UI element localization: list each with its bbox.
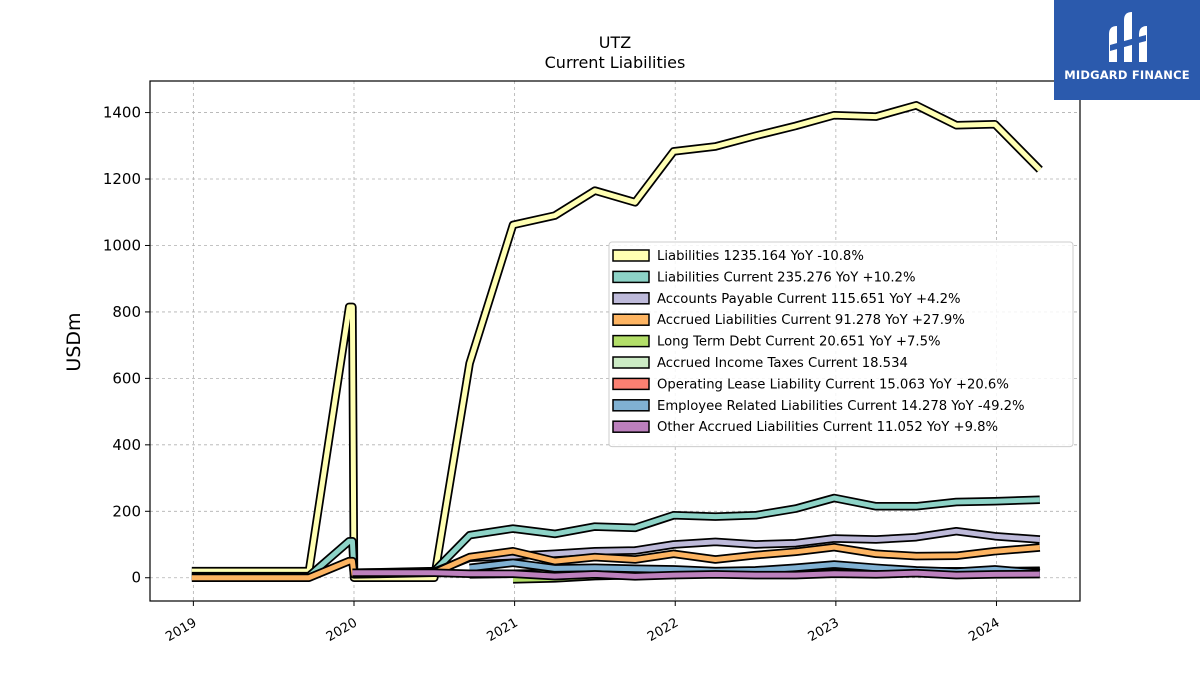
legend-swatch — [612, 334, 650, 348]
chart-subtitle: Current Liabilities — [545, 53, 686, 72]
y-axis-label: USDm — [63, 312, 85, 371]
y-tick-label: 400 — [112, 436, 141, 454]
y-tick-label: 1400 — [103, 104, 141, 122]
brand-mark-icon — [1109, 12, 1147, 62]
legend-label: Accounts Payable Current 115.651 YoY +4.… — [657, 292, 961, 307]
series-line-1 — [191, 101, 1043, 582]
legend-swatch — [612, 356, 650, 369]
legend-label: Accrued Income Taxes Current 18.534 — [657, 356, 908, 371]
legend-box — [608, 241, 1074, 448]
legend-label: Long Term Debt Current 20.651 YoY +7.5% — [657, 335, 941, 350]
x-tick-label: 2024 — [966, 615, 1002, 645]
series-line-stroke — [191, 102, 1042, 581]
y-tick-label: 1000 — [103, 236, 141, 254]
series-line-stroke — [352, 570, 1040, 579]
legend-label: Employee Related Liabilities Current 14.… — [657, 399, 1025, 414]
brand-logo: MIDGARD FINANCE — [1054, 0, 1200, 100]
x-tick-label: 2020 — [324, 615, 360, 645]
x-tick-label: 2023 — [806, 615, 842, 645]
x-tick-label: 2022 — [645, 615, 681, 645]
legend-label: Operating Lease Liability Current 15.063… — [657, 377, 1009, 392]
series-lines — [191, 101, 1043, 584]
x-tick-label: 2021 — [484, 615, 520, 645]
series-line-2 — [191, 493, 1040, 581]
y-tick-label: 0 — [131, 569, 141, 587]
brand-name: MIDGARD FINANCE — [1064, 68, 1190, 82]
series-line-4 — [191, 542, 1041, 582]
x-tick-label: 2019 — [163, 615, 199, 645]
plot-frame — [149, 80, 1081, 602]
legend-label: Accrued Liabilities Current 91.278 YoY +… — [657, 313, 965, 328]
chart-title: UTZ — [599, 33, 631, 52]
legend-swatch — [612, 313, 650, 326]
legend-swatch — [612, 399, 650, 412]
y-tick-label: 600 — [112, 369, 141, 387]
legend: Liabilities 1235.164 YoY -10.8% Liabiliti… — [608, 241, 1074, 448]
legend-label: Liabilities Current 235.276 YoY +10.2% — [657, 270, 915, 285]
legend-swatch — [612, 270, 650, 284]
legend-swatch — [612, 249, 650, 262]
y-tick-label: 1200 — [103, 170, 141, 188]
y-tick-label: 200 — [112, 502, 141, 520]
series-line-9 — [352, 568, 1040, 581]
legend-label: Liabilities 1235.164 YoY -10.8% — [657, 249, 864, 264]
legend-swatch — [612, 377, 650, 391]
series-line-stroke — [191, 544, 1041, 581]
legend-label: Other Accrued Liabilities Current 11.052… — [657, 420, 998, 435]
legend-swatch — [612, 420, 650, 433]
y-tick-label: 800 — [112, 303, 141, 321]
series-line-stroke — [191, 495, 1040, 579]
legend-swatch — [612, 292, 650, 305]
